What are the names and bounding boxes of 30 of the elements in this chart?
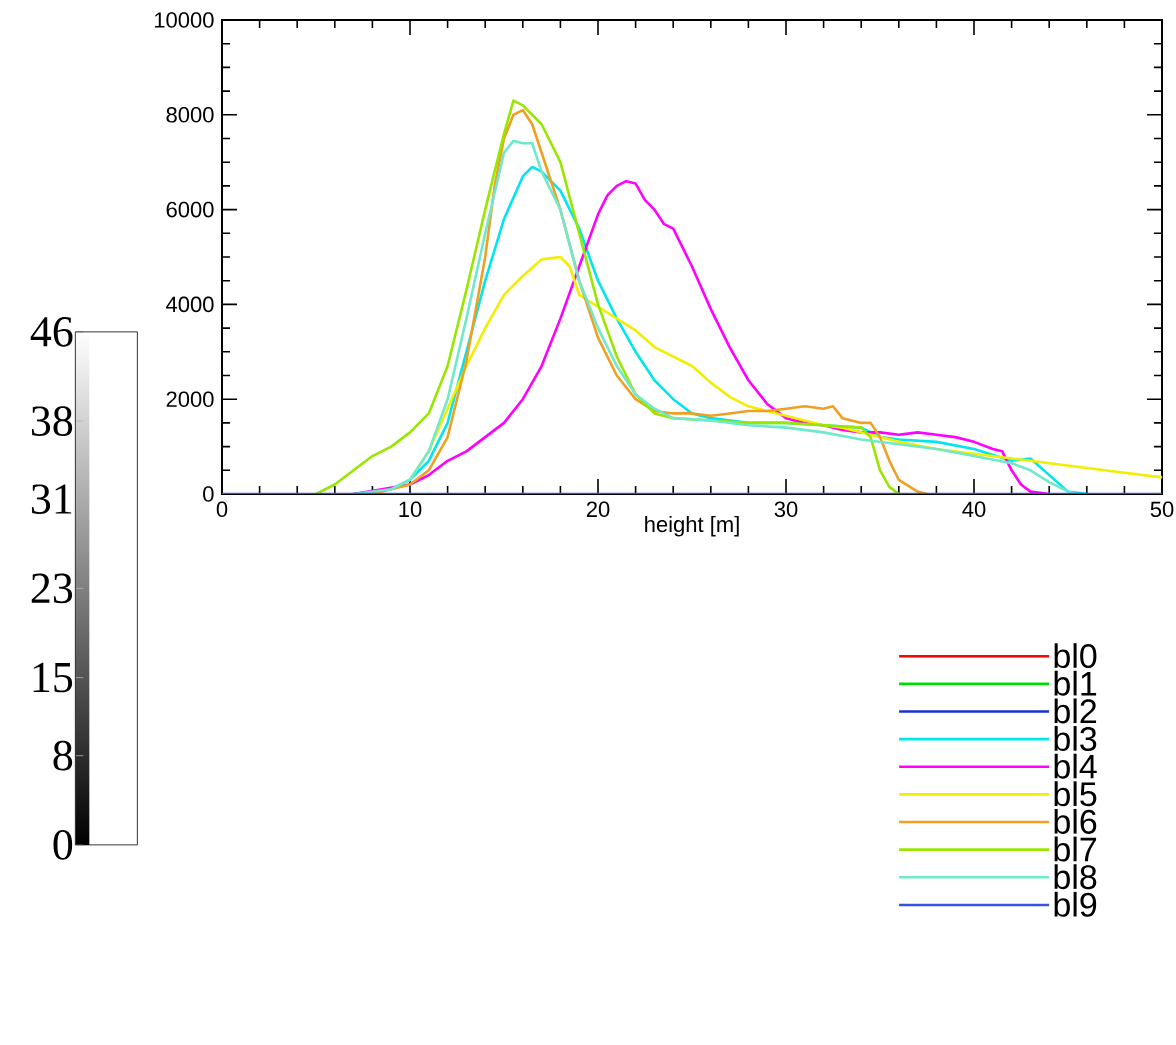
x-tick-label: 40	[962, 501, 986, 518]
legend-label: bl2	[1054, 698, 1097, 724]
y-tick-label: 0	[203, 486, 214, 502]
y-tick-label: 4000	[166, 296, 214, 313]
color-bar-label: 0	[53, 830, 73, 860]
x-tick-label: 30	[774, 501, 798, 518]
x-axis-title: height [m]	[645, 515, 739, 537]
color-bar-label: 46	[30, 317, 73, 347]
legend-label: bl9	[1054, 891, 1097, 917]
color-bar-label: 38	[31, 406, 73, 436]
y-tick-label: 2000	[166, 391, 214, 407]
color-bar-label: 8	[53, 740, 73, 771]
legend-label: bl1	[1054, 670, 1097, 696]
legend-label: bl0	[1054, 643, 1097, 669]
y-tick-label: 8000	[166, 107, 214, 123]
legend-label: bl7	[1054, 836, 1097, 862]
color-bar-label: 15	[33, 662, 73, 693]
legend-label: bl6	[1054, 808, 1097, 834]
color-bar-label: 31	[31, 484, 72, 514]
color-bar-label: 23	[31, 573, 73, 604]
y-tick-label: 6000	[166, 201, 214, 218]
x-tick-label: 10	[399, 501, 422, 518]
x-tick-label: 50	[1150, 501, 1174, 518]
legend-label: bl8	[1054, 864, 1097, 890]
x-tick-label: 0	[216, 501, 228, 518]
legend-label: bl3	[1054, 726, 1097, 752]
legend-label: bl4	[1054, 753, 1097, 779]
x-tick-label: 20	[586, 501, 610, 518]
y-tick-label: 10000	[154, 12, 214, 28]
legend-label: bl5	[1054, 781, 1097, 807]
